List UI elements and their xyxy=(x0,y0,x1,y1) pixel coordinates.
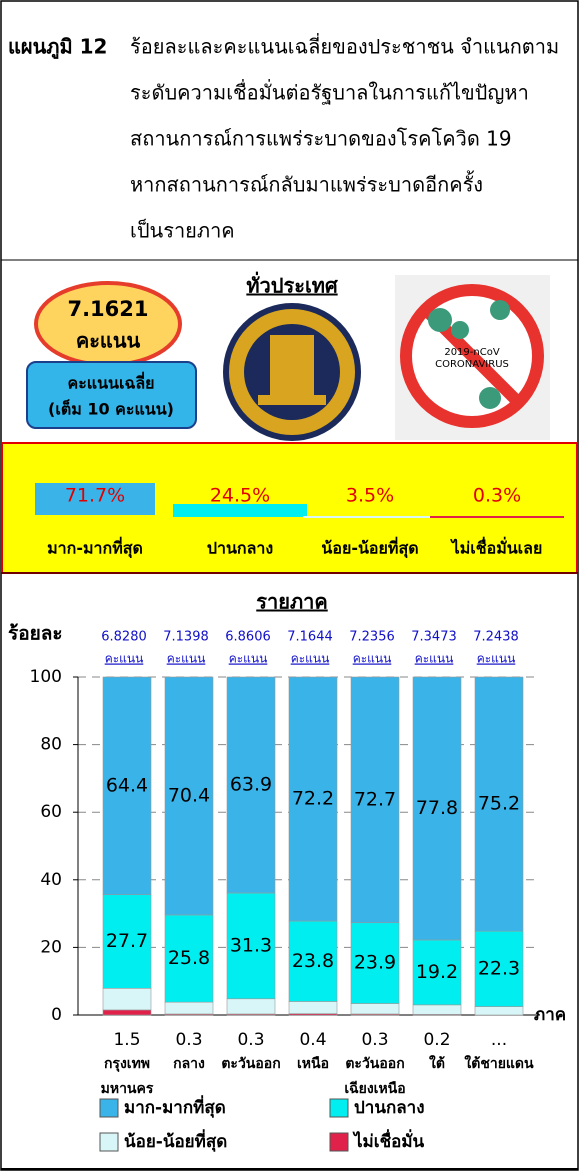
legend-swatch xyxy=(330,1099,348,1117)
legend-label: มาก-มากที่สุด xyxy=(124,1095,226,1118)
score-unit: คะแนน xyxy=(291,652,330,666)
y-tick-label: 40 xyxy=(40,870,62,890)
level-name: มาก-มากที่สุด xyxy=(47,537,143,559)
bar-segment xyxy=(103,988,151,1010)
chart-title: รายภาค xyxy=(256,590,327,614)
score-unit: คะแนน xyxy=(229,652,268,666)
score-unit: คะแนน xyxy=(353,652,392,666)
level-swatch xyxy=(303,516,437,518)
value-label: 63.9 xyxy=(230,773,272,795)
value-label: 23.9 xyxy=(354,952,396,974)
score-unit: คะแนน xyxy=(105,652,144,666)
score-badge xyxy=(36,283,180,365)
level-value: 24.5% xyxy=(210,485,270,507)
legend-label: ปานกลาง xyxy=(354,1098,425,1118)
value-label: 70.4 xyxy=(168,784,210,806)
y-tick-label: 60 xyxy=(40,802,62,822)
y-tick-label: 20 xyxy=(40,937,62,957)
chart-number: แผนภูมิ 12 xyxy=(8,35,107,61)
score-unit: คะแนน xyxy=(167,652,206,666)
value-label: 0.2 xyxy=(423,1030,450,1050)
legend-label: ไม่เชื่อมั่น xyxy=(352,1129,425,1152)
value-label: 0.3 xyxy=(175,1030,202,1050)
value-label: 77.8 xyxy=(416,797,458,819)
score-unit: คะแนน xyxy=(415,652,454,666)
level-value: 3.5% xyxy=(346,485,394,507)
x-tick-label: กลาง xyxy=(173,1056,205,1072)
level-swatch xyxy=(430,516,564,518)
score-label: 7.3473 xyxy=(411,630,457,645)
virus-text: CORONAVIRUS xyxy=(435,359,509,370)
value-label: 64.4 xyxy=(106,774,148,796)
caption-scale: (เต็ม 10 คะแนน) xyxy=(48,398,174,419)
legend-swatch xyxy=(330,1133,348,1151)
value-label: 27.7 xyxy=(106,930,148,952)
value-label: 75.2 xyxy=(478,793,520,815)
page: แผนภูมิ 12 ร้อยละและคะแนนเฉลี่ยของประชาช… xyxy=(0,0,579,1171)
value-label: 25.8 xyxy=(168,947,210,969)
score-label: 7.1398 xyxy=(163,630,209,645)
bar-segment xyxy=(103,1010,151,1015)
legend-swatch xyxy=(100,1099,118,1117)
level-name: ไม่เชื่อมั่นเลย xyxy=(450,537,543,558)
title-line: เป็นรายภาค xyxy=(130,218,235,243)
x-tick-label: ใต้ชายแดน xyxy=(464,1054,534,1072)
frame-edge xyxy=(1,1168,578,1170)
x-tick-label: เหนือ xyxy=(297,1056,329,1072)
x-tick-label: มหานคร xyxy=(101,1081,154,1097)
x-tick-label: ตะวันออก xyxy=(345,1056,404,1072)
title-line: ระดับความเชื่อมั่นต่อรัฐบาลในการแก้ไขปัญ… xyxy=(130,79,529,105)
value-label: 31.3 xyxy=(230,934,272,956)
level-value: 0.3% xyxy=(473,485,521,507)
legend-swatch xyxy=(100,1133,118,1151)
x-tick-label: เฉียงเหนือ xyxy=(344,1081,405,1097)
value-label: 0.3 xyxy=(237,1030,264,1050)
x-tick-label: ตะวันออก xyxy=(221,1056,280,1072)
value-label: 1.5 xyxy=(113,1030,140,1050)
value-label: 0.4 xyxy=(299,1030,326,1050)
y-axis-label: ร้อยละ xyxy=(8,623,63,645)
value-label: 0.3 xyxy=(361,1030,388,1050)
y-tick-label: 80 xyxy=(40,735,62,755)
value-label: ... xyxy=(491,1030,507,1050)
score-label: 7.2438 xyxy=(473,630,519,645)
y-tick-label: 100 xyxy=(30,667,62,687)
level-name: น้อย-น้อยที่สุด xyxy=(321,537,418,559)
score-unit: คะแนน xyxy=(477,652,516,666)
emblem xyxy=(226,306,358,438)
title-line: ร้อยละและคะแนนเฉลี่ยของประชาชน จำแนกตาม xyxy=(130,33,559,59)
value-label: 72.2 xyxy=(292,788,334,810)
infographic: แผนภูมิ 12 ร้อยละและคะแนนเฉลี่ยของประชาช… xyxy=(0,0,579,1171)
x-tick-label: กรุงเทพ xyxy=(104,1056,150,1072)
title-line: หากสถานการณ์กลับมาแพร่ระบาดอีกครั้ง xyxy=(130,171,483,197)
virus-text: 2019-nCoV xyxy=(444,347,499,358)
y-tick-label: 0 xyxy=(51,1005,62,1025)
value-label: 22.3 xyxy=(478,957,520,979)
title-line: สถานการณ์การแพร่ระบาดของโรคโควิด 19 xyxy=(130,127,512,151)
x-tick-label: ใต้ xyxy=(429,1054,445,1072)
legend-label: น้อย-น้อยที่สุด xyxy=(124,1129,227,1152)
national-heading: ทั่วประเทศ xyxy=(246,271,339,298)
score-unit: คะแนน xyxy=(76,329,141,353)
score: 7.1621 xyxy=(67,297,148,321)
level-value: 71.7% xyxy=(65,485,125,507)
value-label: 19.2 xyxy=(416,961,458,983)
caption: คะแนนเฉลี่ย xyxy=(67,372,154,393)
score-label: 6.8606 xyxy=(225,630,271,645)
value-label: 72.7 xyxy=(354,788,396,810)
level-name: ปานกลาง xyxy=(207,539,273,558)
score-label: 6.8280 xyxy=(101,630,147,645)
score-label: 7.1644 xyxy=(287,630,333,645)
score-label: 7.2356 xyxy=(349,630,395,645)
value-label: 23.8 xyxy=(292,950,334,972)
